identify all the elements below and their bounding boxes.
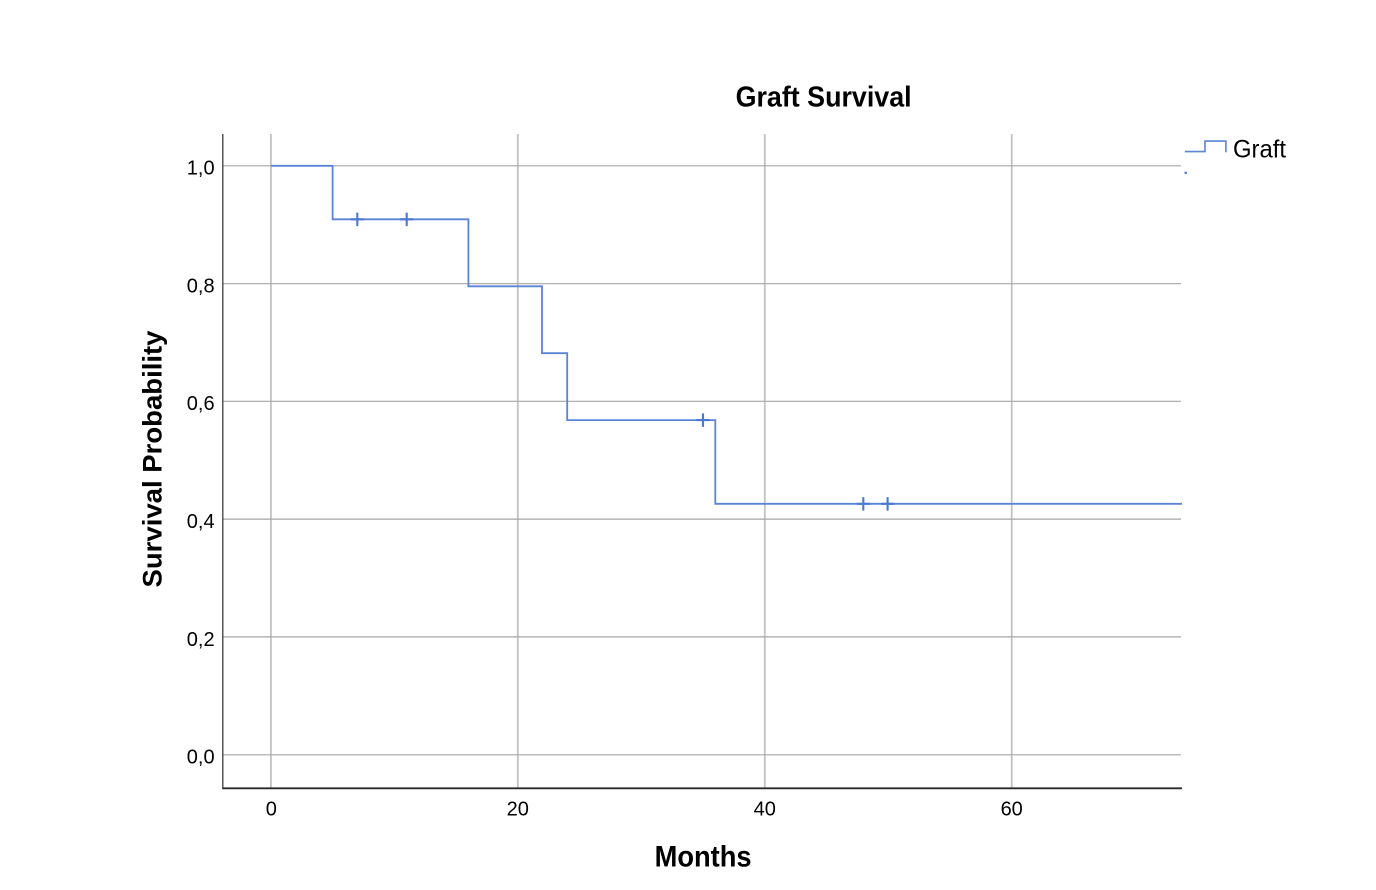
svg-text:0,0: 0,0 bbox=[187, 747, 215, 769]
svg-text:0,4: 0,4 bbox=[187, 511, 215, 533]
svg-text:20: 20 bbox=[507, 799, 529, 821]
svg-text:Survival Probability: Survival Probability bbox=[137, 331, 167, 588]
svg-text:0,6: 0,6 bbox=[187, 393, 215, 415]
svg-text:1,0: 1,0 bbox=[187, 158, 215, 180]
svg-text:40: 40 bbox=[754, 799, 776, 821]
svg-text:0,8: 0,8 bbox=[187, 276, 215, 298]
svg-text:60: 60 bbox=[1001, 799, 1023, 821]
svg-text:Months: Months bbox=[655, 840, 752, 873]
svg-text:Graft: Graft bbox=[1233, 136, 1286, 164]
svg-text:Graft Survival: Graft Survival bbox=[736, 82, 912, 114]
svg-text:0,2: 0,2 bbox=[187, 629, 215, 651]
svg-text:0: 0 bbox=[266, 799, 277, 821]
